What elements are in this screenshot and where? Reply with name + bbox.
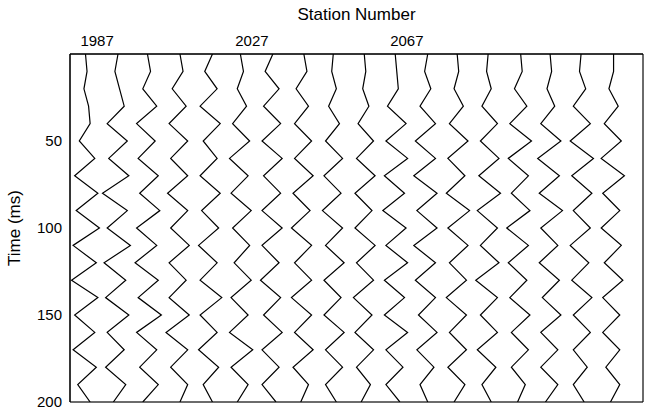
svg-text:1987: 1987 <box>80 32 113 49</box>
svg-text:50: 50 <box>45 132 62 149</box>
svg-text:2067: 2067 <box>390 32 423 49</box>
svg-text:100: 100 <box>37 219 62 236</box>
svg-text:Time (ms): Time (ms) <box>5 190 24 266</box>
svg-text:150: 150 <box>37 306 62 323</box>
svg-text:Station Number: Station Number <box>297 5 415 24</box>
svg-text:2027: 2027 <box>235 32 268 49</box>
svg-text:200: 200 <box>37 393 62 410</box>
